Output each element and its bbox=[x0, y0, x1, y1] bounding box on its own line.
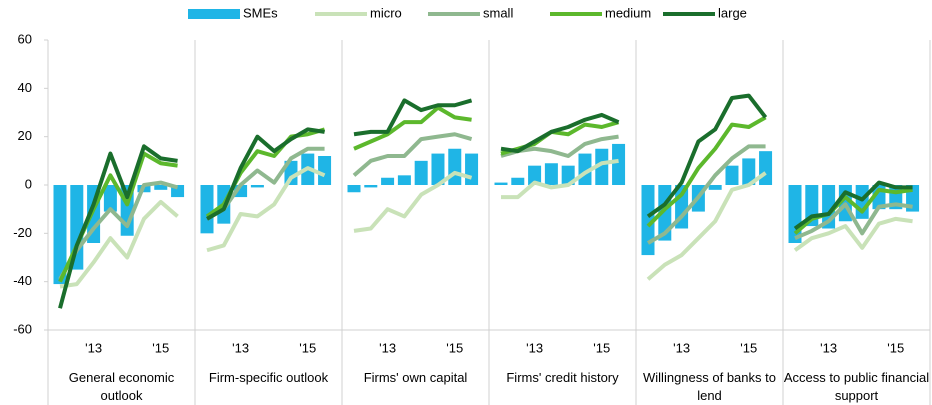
bar bbox=[397, 175, 411, 185]
line bbox=[353, 105, 472, 151]
y-tick-label: -40 bbox=[13, 273, 32, 288]
line bbox=[206, 166, 326, 253]
bar bbox=[742, 158, 756, 185]
bar bbox=[855, 185, 869, 219]
bar bbox=[414, 160, 428, 185]
panel-label: Access to public financial support bbox=[783, 370, 930, 403]
x-tick-label: '15 bbox=[446, 340, 463, 355]
line bbox=[58, 180, 179, 281]
bar bbox=[612, 143, 626, 185]
x-tick-label: '13 bbox=[232, 340, 249, 355]
bar bbox=[347, 185, 361, 193]
bar bbox=[284, 160, 298, 185]
x-tick-label: '15 bbox=[740, 340, 757, 355]
bar bbox=[154, 185, 168, 190]
line bbox=[646, 171, 767, 281]
panel-label: Firms' credit history bbox=[506, 370, 619, 385]
y-tick-label: 60 bbox=[18, 31, 32, 46]
x-tick-label: '13 bbox=[673, 340, 690, 355]
line bbox=[352, 132, 473, 177]
panel-label: Firm-specific outlook bbox=[208, 370, 329, 385]
bar bbox=[708, 185, 722, 190]
bar bbox=[431, 153, 445, 185]
legend-label: large bbox=[718, 5, 747, 20]
x-tick-label: '15 bbox=[299, 340, 316, 355]
y-tick-label: 20 bbox=[18, 128, 32, 143]
line bbox=[58, 144, 178, 309]
bar bbox=[103, 185, 117, 212]
x-tick-label: '13 bbox=[85, 340, 102, 355]
y-tick-label: 40 bbox=[18, 80, 32, 95]
x-tick-label: '13 bbox=[526, 340, 543, 355]
x-tick-label: '15 bbox=[152, 340, 169, 355]
line bbox=[206, 127, 325, 221]
bar bbox=[528, 165, 542, 185]
line bbox=[794, 202, 913, 241]
bar bbox=[53, 185, 67, 285]
legend-label: micro bbox=[370, 5, 402, 20]
bar bbox=[759, 151, 773, 185]
y-tick-label: -20 bbox=[13, 225, 32, 240]
line bbox=[793, 180, 913, 231]
line bbox=[646, 93, 768, 219]
x-tick-label: '15 bbox=[887, 340, 904, 355]
y-tick-label: 0 bbox=[25, 176, 32, 191]
panel-label: Willingness of banks to lend bbox=[643, 370, 776, 403]
line bbox=[646, 115, 767, 228]
line bbox=[793, 216, 913, 252]
line bbox=[353, 170, 473, 233]
bar bbox=[364, 185, 378, 188]
bar bbox=[725, 165, 739, 185]
bar bbox=[448, 148, 462, 185]
legend-label: small bbox=[483, 5, 513, 20]
bar bbox=[465, 153, 479, 185]
bar bbox=[318, 156, 332, 185]
legend-label: SMEs bbox=[243, 5, 278, 20]
x-tick-label: '13 bbox=[820, 340, 837, 355]
line bbox=[501, 158, 619, 200]
bar bbox=[595, 148, 609, 185]
panel-label: General economic outlook bbox=[68, 370, 175, 403]
panel-label: Firms' own capital bbox=[363, 370, 468, 385]
bar bbox=[641, 185, 655, 256]
line bbox=[500, 112, 620, 154]
line bbox=[647, 144, 766, 245]
bar bbox=[200, 185, 214, 234]
bar bbox=[511, 177, 525, 185]
bar bbox=[250, 185, 264, 188]
x-tick-label: '15 bbox=[593, 340, 610, 355]
bar bbox=[544, 163, 558, 185]
x-tick-label: '13 bbox=[379, 340, 396, 355]
legend-swatch bbox=[188, 9, 240, 19]
line bbox=[59, 199, 179, 289]
y-tick-label: -60 bbox=[13, 321, 32, 336]
line bbox=[353, 98, 473, 137]
bar bbox=[381, 177, 395, 185]
bar bbox=[561, 165, 575, 185]
bar bbox=[494, 182, 508, 185]
legend-label: medium bbox=[605, 5, 651, 20]
